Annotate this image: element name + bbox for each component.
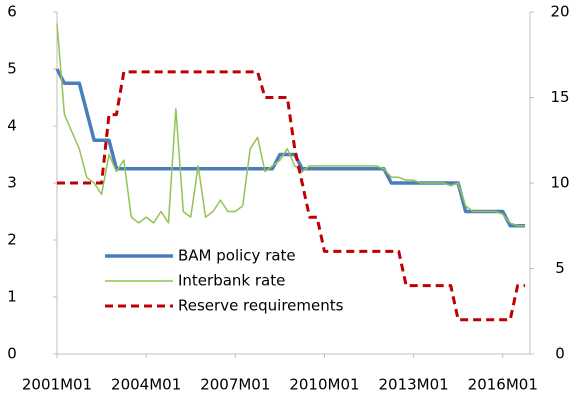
y-tick-label: 6 <box>7 3 17 21</box>
legend-label: BAM policy rate <box>178 247 296 265</box>
series-line <box>55 68 526 228</box>
x-tick-label: 2001M01 <box>22 376 92 394</box>
y2-tick-label: 0 <box>555 345 565 363</box>
x-tick-label: 2007M01 <box>200 376 270 394</box>
y-tick-label: 1 <box>7 288 17 306</box>
y-tick-label: 4 <box>7 117 17 135</box>
y2-tick-label: 10 <box>550 174 569 192</box>
y-tick-label: 0 <box>7 345 17 363</box>
legend-label: Reserve requirements <box>178 297 344 315</box>
legend-label: Interbank rate <box>178 272 285 290</box>
y2-tick-label: 5 <box>555 259 565 277</box>
y2-tick-label: 15 <box>550 88 569 106</box>
y-tick-label: 2 <box>7 231 17 249</box>
x-tick-label: 2010M01 <box>289 376 359 394</box>
y-tick-label: 3 <box>7 174 17 192</box>
x-tick-label: 2004M01 <box>111 376 181 394</box>
y-tick-label: 5 <box>7 60 17 78</box>
x-tick-label: 2013M01 <box>379 376 449 394</box>
series-line <box>57 70 526 322</box>
series-line <box>56 23 526 227</box>
y2-tick-label: 20 <box>550 3 569 21</box>
x-tick-label: 2016M01 <box>468 376 538 394</box>
